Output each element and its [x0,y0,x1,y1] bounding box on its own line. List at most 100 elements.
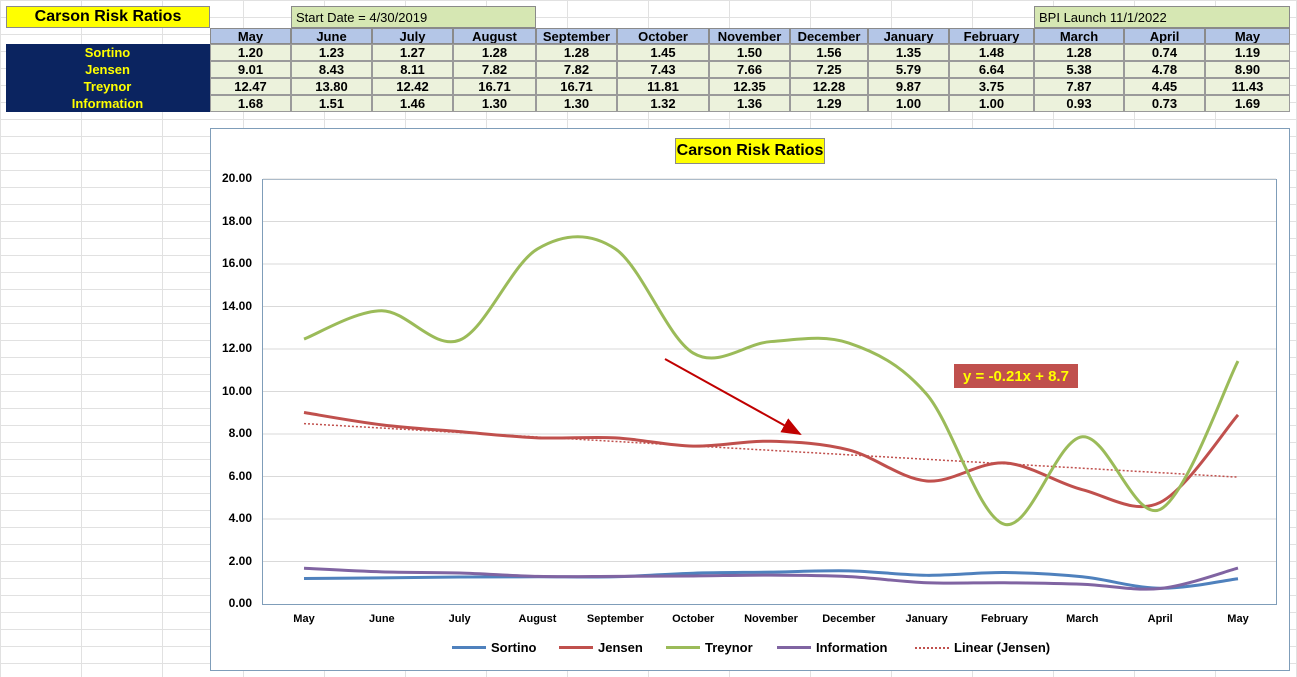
table-cell[interactable]: 3.75 [949,78,1034,95]
table-cell[interactable]: 5.38 [1034,61,1124,78]
table-cell[interactable]: 12.28 [790,78,868,95]
column-header-11[interactable]: April [1124,28,1205,44]
table-cell[interactable]: 12.35 [709,78,790,95]
y-tick-label: 18.00 [221,213,252,228]
table-cell[interactable]: 7.25 [790,61,868,78]
row-label-sortino[interactable]: Sortino [6,44,210,61]
trendline-equation: y = -0.21x + 8.7 [954,364,1078,388]
table-cell[interactable]: 1.46 [372,95,453,112]
table-cell[interactable]: 8.43 [291,61,372,78]
table-cell[interactable]: 4.78 [1124,61,1205,78]
chart-legend: Sortino Jensen Treynor Information Linear (J… [0,640,1297,660]
row-label-jensen[interactable]: Jensen [6,61,210,78]
y-tick-label: 10.00 [221,383,252,398]
y-tick-label: 16.00 [221,256,252,270]
table-cell[interactable]: 1.32 [617,95,709,112]
table-cell[interactable]: 5.79 [868,61,949,78]
table-cell[interactable]: 7.66 [709,61,790,78]
table-cell[interactable]: 1.00 [868,95,949,112]
table-cell[interactable]: 1.56 [790,44,868,61]
table-cell[interactable]: 1.45 [617,44,709,61]
column-header-4[interactable]: September [536,28,617,44]
legend-swatch [452,646,486,649]
table-cell[interactable]: 1.28 [1034,44,1124,61]
x-tick-label: May [293,613,315,625]
legend-item-treynor: Treynor [666,640,753,655]
column-header-5[interactable]: October [617,28,709,44]
y-tick-label: 2.00 [228,553,252,568]
column-header-2[interactable]: July [372,28,453,44]
table-cell[interactable]: 1.68 [210,95,291,112]
column-header-10[interactable]: March [1034,28,1124,44]
table-cell[interactable]: 0.93 [1034,95,1124,112]
series-line-treynor [303,235,1240,526]
table-cell[interactable]: 12.47 [210,78,291,95]
x-tick-label: December [822,613,876,625]
y-tick-label: 14.00 [221,298,252,313]
table-cell[interactable]: 7.87 [1034,78,1124,95]
table-cell[interactable]: 4.45 [1124,78,1205,95]
table-cell[interactable]: 1.00 [949,95,1034,112]
y-tick-label: 4.00 [228,511,252,525]
x-tick-label: May [1227,613,1249,625]
x-tick-label: November [744,613,798,625]
column-header-0[interactable]: May [210,28,291,44]
table-cell[interactable]: 7.82 [536,61,617,78]
legend-item-sortino: Sortino [452,640,537,655]
table-cell[interactable]: 11.43 [1205,78,1290,95]
table-cell[interactable]: 9.01 [210,61,291,78]
table-cell[interactable]: 7.82 [453,61,536,78]
table-cell[interactable]: 11.81 [617,78,709,95]
table-cell[interactable]: 1.30 [453,95,536,112]
table-cell[interactable]: 9.87 [868,78,949,95]
legend-item-jensen: Jensen [559,640,643,655]
column-header-9[interactable]: February [949,28,1034,44]
column-header-8[interactable]: January [868,28,949,44]
column-header-6[interactable]: November [709,28,790,44]
table-cell[interactable]: 1.35 [868,44,949,61]
legend-item-information: Information [777,640,888,655]
table-cell[interactable]: 13.80 [291,78,372,95]
y-tick-label: 0.00 [228,596,252,610]
legend-label: Jensen [598,640,643,655]
table-cell[interactable]: 16.71 [453,78,536,95]
table-cell[interactable]: 1.28 [536,44,617,61]
table-cell[interactable]: 1.50 [709,44,790,61]
table-cell[interactable]: 12.42 [372,78,453,95]
table-cell[interactable]: 8.11 [372,61,453,78]
y-tick-label: 8.00 [228,426,252,440]
table-cell[interactable]: 6.64 [949,61,1034,78]
table-cell[interactable]: 0.74 [1124,44,1205,61]
column-header-1[interactable]: June [291,28,372,44]
table-cell[interactable]: 8.90 [1205,61,1290,78]
x-tick-label: July [448,613,471,625]
table-cell[interactable]: 1.51 [291,95,372,112]
x-tick-label: September [586,613,644,625]
x-tick-label: April [1147,613,1173,625]
start-date-cell[interactable]: Start Date = 4/30/2019 [291,6,536,28]
table-cell[interactable]: 1.19 [1205,44,1290,61]
table-cell[interactable]: 1.69 [1205,95,1290,112]
x-tick-label: February [980,613,1029,625]
table-cell[interactable]: 1.29 [790,95,868,112]
table-cell[interactable]: 1.30 [536,95,617,112]
series-line-jensen [303,411,1240,509]
table-cell[interactable]: 1.48 [949,44,1034,61]
row-label-treynor[interactable]: Treynor [6,78,210,95]
bpi-launch-cell[interactable]: BPI Launch 11/1/2022 [1034,6,1290,28]
column-header-3[interactable]: August [453,28,536,44]
legend-swatch [666,646,700,649]
table-cell[interactable]: 16.71 [536,78,617,95]
column-header-12[interactable]: May [1205,28,1290,44]
table-cell[interactable]: 1.27 [372,44,453,61]
table-cell[interactable]: 1.20 [210,44,291,61]
column-header-7[interactable]: December [790,28,868,44]
table-cell[interactable]: 1.36 [709,95,790,112]
table-cell[interactable]: 1.23 [291,44,372,61]
table-cell[interactable]: 1.28 [453,44,536,61]
table-cell[interactable]: 0.73 [1124,95,1205,112]
row-label-information[interactable]: Information [6,95,210,112]
table-cell[interactable]: 7.43 [617,61,709,78]
sheet-title[interactable]: Carson Risk Ratios [6,6,210,28]
x-tick-label: October [672,613,715,625]
